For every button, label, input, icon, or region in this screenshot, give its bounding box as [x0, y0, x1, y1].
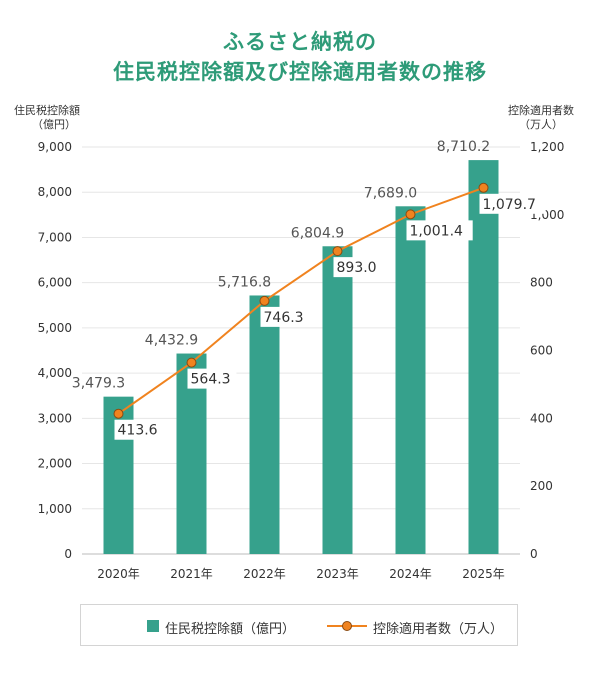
chart-area: 0 1,000 2,000 3,000 4,000 5,000 6,000 7,000 8,00…	[38, 139, 565, 581]
line-label-bg	[187, 368, 237, 389]
legend: 住民税控除額（億円） 控除適用者数（万人）	[80, 604, 518, 646]
legend-bar-swatch	[147, 620, 159, 632]
x-tick-label: 2020年	[97, 567, 140, 581]
y-right-tick-label: 800	[530, 276, 553, 290]
line-value-label: 893.0	[337, 260, 377, 276]
y-left-tick-label: 7,000	[38, 230, 72, 244]
bar-value-label: 4,432.9	[145, 333, 198, 349]
y-right-tick-label: 0	[530, 547, 538, 561]
chart-title-line2: 住民税控除額及び控除適用者数の推移	[113, 60, 487, 84]
bar-value-label: 3,479.3	[72, 376, 125, 392]
y-left-tick-label: 5,000	[38, 321, 72, 335]
bar	[249, 295, 280, 554]
y-left-axis-title: 住民税控除額 （億円）	[14, 104, 80, 132]
x-tick-label: 2024年	[389, 567, 432, 581]
line-label-bg	[406, 220, 473, 241]
legend-bar-label: 住民税控除額（億円）	[165, 622, 296, 637]
line-value-label: 413.6	[118, 423, 158, 439]
chart-title-line1: ふるさと納税の	[223, 30, 377, 54]
series-line	[117, 186, 484, 415]
y-right-tick-label: 600	[530, 344, 553, 358]
y-right-axis-title-line1: 控除適用者数	[508, 104, 574, 117]
line-value-label: 1,079.7	[483, 197, 536, 213]
y-left-tick-label: 3,000	[38, 411, 72, 425]
line-label-bg	[114, 419, 164, 440]
line-point	[186, 357, 197, 368]
bar-value-label: 7,689.0	[364, 185, 417, 201]
line-value-label: 564.3	[191, 372, 231, 388]
x-tick-label: 2022年	[243, 567, 286, 581]
line-point	[405, 209, 416, 220]
bar	[322, 246, 353, 554]
bar	[395, 206, 426, 555]
line-point	[113, 408, 124, 419]
x-tick-label: 2025年	[462, 567, 505, 581]
y-left-tick-label: 6,000	[38, 276, 72, 290]
y-right-tick-label: 400	[530, 411, 553, 425]
legend-line-label: 控除適用者数（万人）	[373, 622, 504, 637]
line-value-label: 1,001.4	[410, 223, 464, 239]
y-left-tick-label: 0	[64, 547, 72, 561]
bar-value-label: 6,804.9	[291, 225, 344, 241]
y-right-tick-label: 1,200	[530, 140, 564, 154]
y-left-tick-label: 4,000	[38, 366, 72, 380]
y-right-axis-title-line2: （万人）	[519, 118, 563, 131]
line-point	[332, 246, 343, 257]
y-left-tick-label: 1,000	[38, 502, 72, 516]
line-label-bg	[479, 193, 546, 214]
line-point	[259, 295, 270, 306]
y-left-axis-title-line2: （億円）	[32, 118, 76, 131]
legend-line-swatch	[327, 621, 367, 631]
line-value-label: 746.3	[264, 310, 304, 326]
x-tick-label: 2023年	[316, 567, 359, 581]
y-left-tick-label: 9,000	[38, 140, 72, 154]
bar-value-label: 8,710.2	[437, 139, 490, 155]
line-label-bg	[333, 257, 383, 278]
bar	[468, 160, 499, 554]
y-left-axis-title-line1: 住民税控除額	[14, 104, 80, 117]
y-right-axis-title: 控除適用者数 （万人）	[508, 104, 574, 132]
x-tick-label: 2021年	[170, 567, 213, 581]
bar-value-label: 5,716.8	[218, 274, 271, 290]
y-left-tick-label: 2,000	[38, 457, 72, 471]
line-point	[478, 182, 489, 193]
line-label-bg	[260, 306, 310, 327]
y-right-tick-label: 200	[530, 479, 553, 493]
y-left-tick-label: 8,000	[38, 185, 72, 199]
